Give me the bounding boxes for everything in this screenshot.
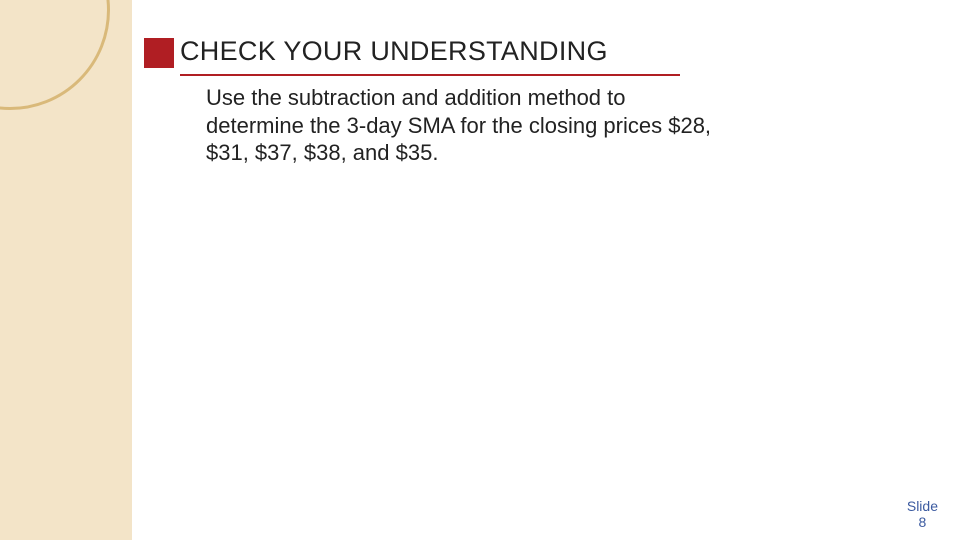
heading-marker-square bbox=[144, 38, 174, 68]
footer-slide-label: Slide bbox=[907, 498, 938, 514]
slide-body-text: Use the subtraction and addition method … bbox=[206, 84, 726, 167]
footer-slide-number: 8 bbox=[907, 514, 938, 530]
heading-underline bbox=[180, 74, 680, 76]
slide-heading: CHECK YOUR UNDERSTANDING bbox=[180, 36, 608, 67]
slide-footer: Slide 8 bbox=[907, 498, 938, 530]
slide: CHECK YOUR UNDERSTANDING Use the subtrac… bbox=[0, 0, 960, 540]
